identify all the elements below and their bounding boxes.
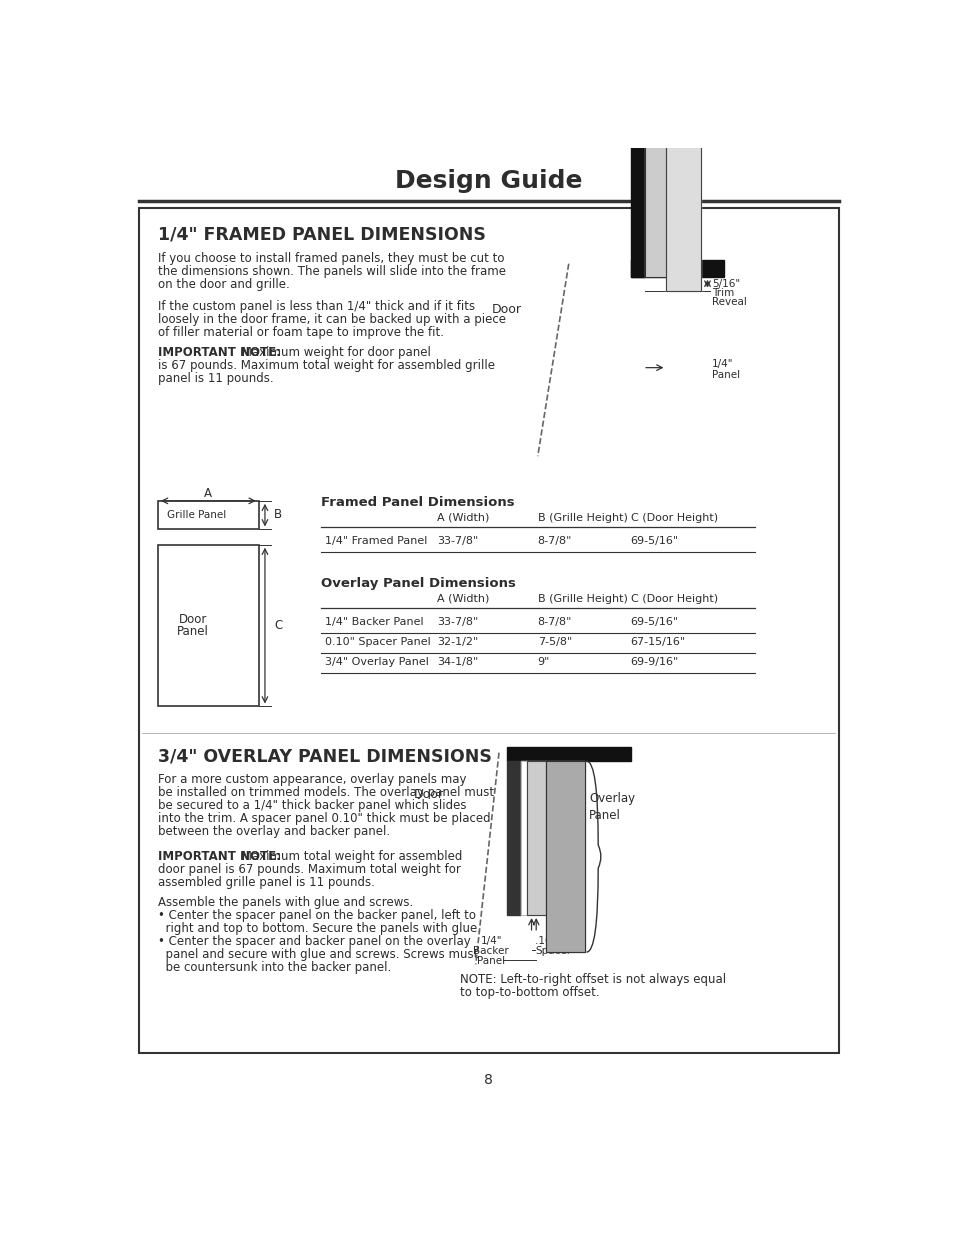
Text: A (Width): A (Width) xyxy=(436,513,489,522)
Bar xyxy=(644,91,666,277)
Text: Panel: Panel xyxy=(711,370,740,380)
Bar xyxy=(630,259,723,277)
Text: into the trim. A spacer panel 0.10" thick must be placed: into the trim. A spacer panel 0.10" thic… xyxy=(158,813,490,825)
Text: B: B xyxy=(274,509,282,521)
Text: 5/16": 5/16" xyxy=(711,279,740,289)
Text: Panel: Panel xyxy=(176,625,209,638)
Text: loosely in the door frame, it can be backed up with a piece: loosely in the door frame, it can be bac… xyxy=(158,312,505,326)
Text: .10 Inch: .10 Inch xyxy=(535,936,577,946)
Text: B (Grille Height): B (Grille Height) xyxy=(537,513,627,522)
Text: Maximum weight for door panel: Maximum weight for door panel xyxy=(237,346,430,358)
Text: Panel: Panel xyxy=(476,956,505,966)
Text: is 67 pounds. Maximum total weight for assembled grille: is 67 pounds. Maximum total weight for a… xyxy=(158,359,495,372)
Text: right and top to bottom. Secure the panels with glue.: right and top to bottom. Secure the pane… xyxy=(158,921,480,935)
Text: If you choose to install framed panels, they must be cut to: If you choose to install framed panels, … xyxy=(158,252,504,264)
Text: C (Door Height): C (Door Height) xyxy=(630,594,717,604)
Text: 3/4" OVERLAY PANEL DIMENSIONS: 3/4" OVERLAY PANEL DIMENSIONS xyxy=(158,747,492,766)
Text: Door: Door xyxy=(414,788,444,802)
Text: Assemble the panels with glue and screws.: Assemble the panels with glue and screws… xyxy=(158,895,413,909)
Text: 69-5/16": 69-5/16" xyxy=(630,536,679,546)
Text: 7-5/8": 7-5/8" xyxy=(537,637,572,647)
Text: 34-1/8": 34-1/8" xyxy=(436,657,477,667)
Text: 8-7/8": 8-7/8" xyxy=(537,616,572,626)
Bar xyxy=(506,761,520,915)
Text: Door: Door xyxy=(178,613,207,626)
Text: Backer: Backer xyxy=(473,946,509,956)
Text: A (Width): A (Width) xyxy=(436,594,489,604)
Text: A: A xyxy=(204,487,213,500)
Text: Grille Panel: Grille Panel xyxy=(167,510,226,520)
Text: to top-to-bottom offset.: to top-to-bottom offset. xyxy=(459,986,599,999)
Text: 3/4" Overlay Panel: 3/4" Overlay Panel xyxy=(324,657,428,667)
Text: Spacer: Spacer xyxy=(535,946,571,956)
Text: 0.10" Spacer Panel: 0.10" Spacer Panel xyxy=(324,637,430,647)
Bar xyxy=(158,501,258,530)
Bar xyxy=(158,545,258,706)
Text: door panel is 67 pounds. Maximum total weight for: door panel is 67 pounds. Maximum total w… xyxy=(158,863,460,876)
Text: 8: 8 xyxy=(484,1073,493,1087)
Text: assembled grille panel is 11 pounds.: assembled grille panel is 11 pounds. xyxy=(158,877,375,889)
Text: B (Grille Height): B (Grille Height) xyxy=(537,594,627,604)
Text: For a more custom appearance, overlay panels may: For a more custom appearance, overlay pa… xyxy=(158,773,466,787)
Bar xyxy=(520,761,526,915)
Text: Maximum total weight for assembled: Maximum total weight for assembled xyxy=(237,850,461,863)
Text: Door: Door xyxy=(491,304,521,316)
Text: 69-5/16": 69-5/16" xyxy=(630,616,679,626)
Bar xyxy=(644,91,666,277)
Bar xyxy=(520,761,526,915)
Text: of filler material or foam tape to improve the fit.: of filler material or foam tape to impro… xyxy=(158,326,443,338)
Text: 9": 9" xyxy=(537,657,550,667)
Text: Design Guide: Design Guide xyxy=(395,168,582,193)
Bar xyxy=(630,107,644,277)
Text: be countersunk into the backer panel.: be countersunk into the backer panel. xyxy=(158,961,391,974)
Text: 1/4": 1/4" xyxy=(711,359,733,369)
Text: be secured to a 1/4" thick backer panel which slides: be secured to a 1/4" thick backer panel … xyxy=(158,799,466,813)
Text: 1/4": 1/4" xyxy=(480,936,501,946)
Text: Trim: Trim xyxy=(711,288,734,298)
Bar xyxy=(526,761,546,915)
Text: Framed Panel Dimensions: Framed Panel Dimensions xyxy=(320,496,514,509)
Text: panel is 11 pounds.: panel is 11 pounds. xyxy=(158,372,274,385)
Bar xyxy=(546,761,584,952)
Bar xyxy=(546,761,584,952)
Text: 8-7/8": 8-7/8" xyxy=(537,536,572,546)
Text: Reveal: Reveal xyxy=(711,298,746,308)
Text: IMPORTANT NOTE:: IMPORTANT NOTE: xyxy=(158,346,281,358)
Text: • Center the spacer panel on the backer panel, left to: • Center the spacer panel on the backer … xyxy=(158,909,476,921)
Text: Overlay Panel Dimensions: Overlay Panel Dimensions xyxy=(320,577,515,590)
Text: between the overlay and backer panel.: between the overlay and backer panel. xyxy=(158,825,390,839)
Text: IMPORTANT NOTE:: IMPORTANT NOTE: xyxy=(158,850,281,863)
Text: 1/4" Backer Panel: 1/4" Backer Panel xyxy=(324,616,423,626)
Text: be installed on trimmed models. The overlay panel must: be installed on trimmed models. The over… xyxy=(158,787,494,799)
Text: on the door and grille.: on the door and grille. xyxy=(158,278,290,291)
Text: 67-15/16": 67-15/16" xyxy=(630,637,685,647)
Text: NOTE: Left-to-right offset is not always equal: NOTE: Left-to-right offset is not always… xyxy=(459,972,725,986)
Bar xyxy=(666,120,700,290)
Text: Overlay
Panel: Overlay Panel xyxy=(588,793,635,823)
Bar xyxy=(526,761,546,915)
Text: the dimensions shown. The panels will slide into the frame: the dimensions shown. The panels will sl… xyxy=(158,264,505,278)
Text: panel and secure with glue and screws. Screws must: panel and secure with glue and screws. S… xyxy=(158,948,477,961)
Text: 32-1/2": 32-1/2" xyxy=(436,637,477,647)
Text: 33-7/8": 33-7/8" xyxy=(436,616,477,626)
Bar xyxy=(138,209,839,1053)
Text: 1/4" FRAMED PANEL DIMENSIONS: 1/4" FRAMED PANEL DIMENSIONS xyxy=(158,226,485,243)
Text: 1/4" Framed Panel: 1/4" Framed Panel xyxy=(324,536,427,546)
Text: C (Door Height): C (Door Height) xyxy=(630,513,717,522)
Text: If the custom panel is less than 1/4" thick and if it fits: If the custom panel is less than 1/4" th… xyxy=(158,300,475,312)
Text: C: C xyxy=(274,619,282,632)
Text: 33-7/8": 33-7/8" xyxy=(436,536,477,546)
Bar xyxy=(506,747,630,761)
Text: • Center the spacer and backer panel on the overlay: • Center the spacer and backer panel on … xyxy=(158,935,470,947)
Bar xyxy=(666,120,700,290)
Text: 69-9/16": 69-9/16" xyxy=(630,657,679,667)
